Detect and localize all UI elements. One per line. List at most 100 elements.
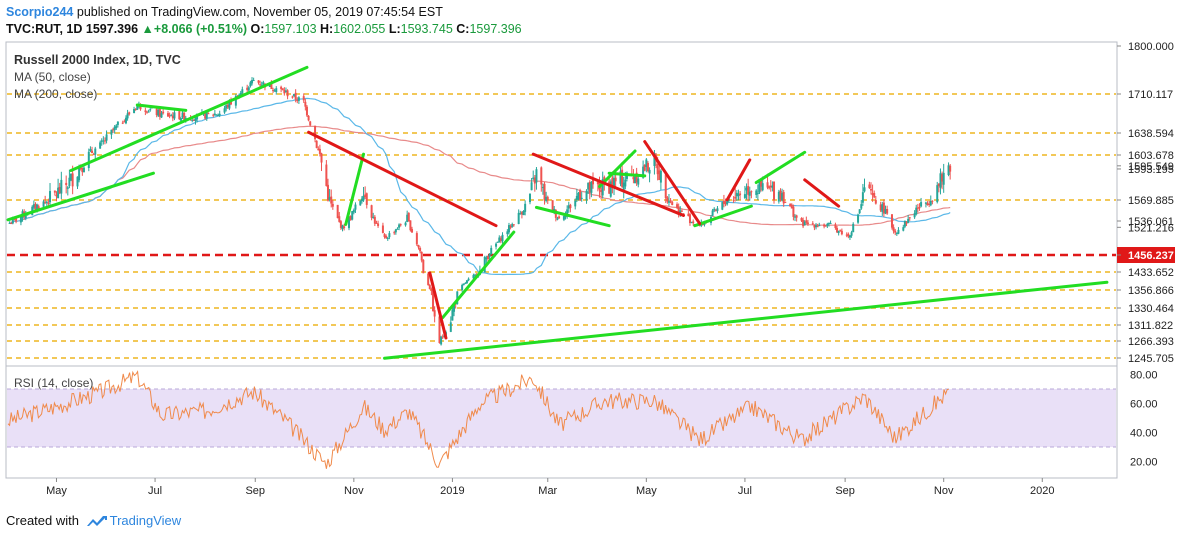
candle-body-2019-10-18: [920, 202, 923, 207]
green-trendline[interactable]: [135, 103, 188, 112]
candle-body-2019-08-14: [815, 225, 818, 228]
candle-body-2019-05-13: [664, 174, 667, 199]
red-trendline[interactable]: [531, 152, 686, 217]
candle-body-2018-07-06: [162, 111, 165, 114]
candle-body-2018-06-08: [116, 121, 119, 125]
candle-body-2018-09-12: [272, 89, 275, 91]
ma200-legend: MA (200, close): [14, 87, 97, 101]
candle-body-2019-05-06: [653, 153, 656, 166]
candle-body-2018-11-26: [393, 232, 396, 234]
candle-body-2019-06-19: [724, 202, 727, 205]
candle-body-2018-06-19: [134, 109, 137, 111]
tradingview-brand[interactable]: TradingView: [109, 513, 182, 528]
green-trendline[interactable]: [69, 65, 309, 173]
candle-body-2019-07-04: [748, 191, 751, 196]
candle-body-2019-09-25: [882, 202, 885, 214]
candle-body-2019-11-04: [947, 165, 950, 176]
time-tick-label: Nov: [934, 485, 954, 497]
candle-body-2018-05-18: [82, 167, 85, 173]
candle-body-2019-02-01: [501, 234, 504, 242]
high-label: H:: [320, 22, 334, 36]
candle-body-2019-05-27: [687, 213, 690, 217]
candle-body-2018-08-03: [207, 113, 210, 115]
time-tick-label: Sep: [245, 485, 265, 497]
green-trendline[interactable]: [344, 152, 366, 226]
candle-body-2018-11-02: [354, 204, 357, 210]
green-trendline[interactable]: [383, 280, 1109, 360]
red-trendline[interactable]: [307, 130, 498, 228]
candle-body-2019-04-03: [600, 189, 603, 193]
candle-body-2019-09-10: [858, 209, 861, 214]
candle-body-2019-08-21: [826, 223, 829, 226]
candle-body-2019-08-08: [805, 220, 808, 223]
low-label: L:: [388, 22, 401, 36]
candle-body-2018-04-04: [11, 218, 14, 224]
candle-body-2019-04-12: [614, 177, 617, 182]
candle-body-2019-04-26: [637, 178, 640, 185]
candle-body-2018-08-08: [215, 114, 218, 116]
candle-body-2019-10-28: [936, 185, 939, 203]
candle-body-2019-09-18: [871, 193, 874, 196]
trendlines[interactable]: [6, 65, 1109, 360]
candle-body-2018-10-24: [339, 221, 342, 228]
candle-body-2018-07-04: [158, 108, 161, 117]
candle-body-2019-06-26: [735, 192, 738, 197]
red-trendline[interactable]: [428, 271, 448, 340]
candle-body-2019-05-30: [692, 221, 695, 224]
red-trendline[interactable]: [643, 140, 702, 226]
candle-body-2019-10-24: [929, 200, 932, 206]
candle-body-2019-01-11: [467, 278, 470, 281]
green-trendline[interactable]: [754, 150, 807, 185]
price-tick-label: 1456.237: [1128, 250, 1174, 262]
candle-body-2018-12-18: [428, 285, 431, 290]
time-axis[interactable]: May Jul Sep Nov 2019 Mar May Jul Sep Nov 2020: [46, 478, 1055, 497]
candle-body-2019-09-03: [847, 233, 850, 237]
candle-body-2018-05-15: [78, 167, 81, 181]
candle-body-2018-09-06: [262, 82, 265, 85]
price-axis[interactable]: 1800.000 1710.117 1638.594 1603.6781595.549…: [1117, 41, 1175, 365]
candle-body-2018-11-29: [398, 224, 401, 228]
candle-body-2019-04-23: [632, 177, 635, 180]
green-trendline[interactable]: [6, 171, 155, 222]
candle-body-2018-06-25: [144, 110, 147, 112]
candle-body-2019-10-30: [939, 173, 942, 188]
publish-info: published on TradingView.com, November 0…: [76, 5, 443, 19]
red-trendline[interactable]: [725, 158, 752, 202]
candle-body-2019-08-12: [811, 223, 814, 225]
candle-body-2018-10-12: [320, 153, 323, 163]
candle-body-2018-10-11: [318, 148, 321, 154]
candle-body-2018-10-15: [325, 164, 328, 186]
candle-body-2019-10-15: [915, 207, 918, 215]
candle-body-2018-12-03: [404, 222, 407, 226]
candle-body-2019-05-02: [646, 163, 649, 172]
candle-body-2019-05-20: [676, 204, 679, 208]
rsi-tick-label: 60.00: [1130, 399, 1158, 411]
candle-body-2019-10-17: [918, 207, 921, 209]
candle-body-2019-07-18: [771, 185, 774, 188]
candle-body-2018-11-21: [385, 236, 388, 239]
candle-body-2018-06-28: [149, 109, 152, 111]
green-trendline[interactable]: [607, 171, 647, 178]
candle-body-2018-09-18: [281, 88, 284, 90]
green-trendline[interactable]: [693, 204, 753, 228]
candle-body-2018-04-30: [53, 190, 56, 193]
rsi-tick-label: 20.00: [1130, 457, 1158, 469]
candle-body-2019-07-23: [779, 190, 782, 200]
red-trendline[interactable]: [803, 178, 841, 208]
candle-body-2019-01-23: [486, 255, 489, 260]
candle-body-2019-08-13: [813, 225, 816, 228]
candle-body-2018-05-28: [99, 142, 102, 149]
green-trendline[interactable]: [597, 149, 637, 189]
author-name[interactable]: Scorpio244: [6, 5, 74, 19]
candle-body-2019-07-29: [789, 203, 792, 207]
green-trendline[interactable]: [441, 230, 516, 320]
candle-body-2019-09-27: [886, 208, 889, 214]
price-tick-label: 1603.678: [1128, 150, 1174, 162]
candle-body-2019-07-25: [782, 192, 785, 204]
candle-body-2018-08-29: [249, 82, 252, 87]
candle-body-2019-10-23: [928, 203, 931, 205]
green-trendline[interactable]: [534, 205, 611, 228]
rsi-axis: 80.00 60.00 40.00 20.00: [1130, 370, 1158, 469]
candle-body-2019-05-16: [669, 200, 672, 202]
